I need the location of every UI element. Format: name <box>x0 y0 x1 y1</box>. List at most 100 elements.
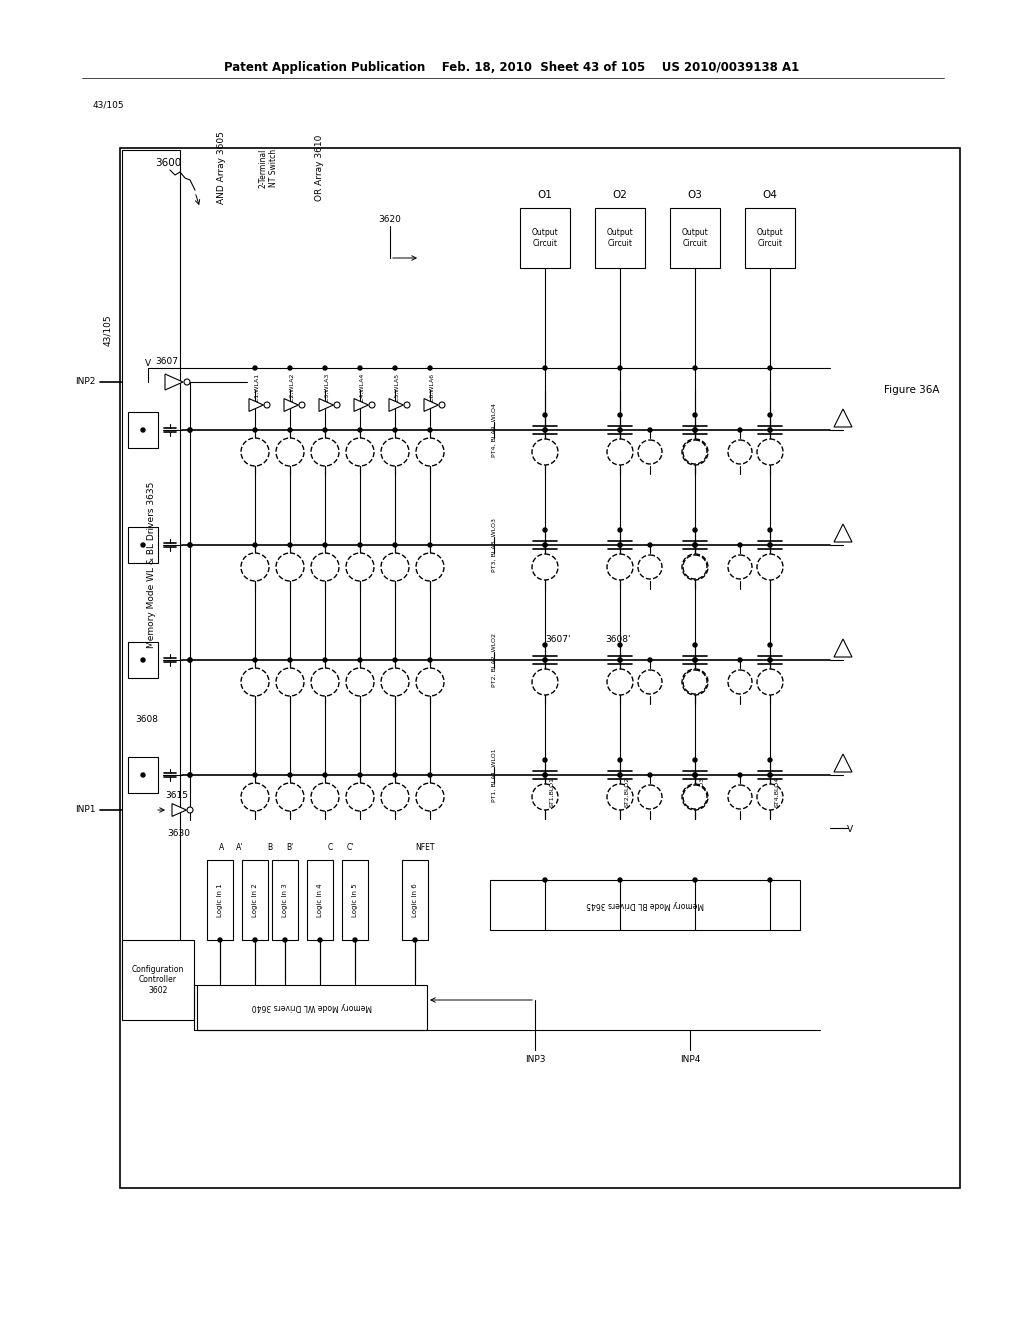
Circle shape <box>607 784 633 810</box>
Circle shape <box>638 440 662 465</box>
Bar <box>128 642 158 678</box>
Circle shape <box>369 403 375 408</box>
Circle shape <box>311 553 339 581</box>
Text: 43/105: 43/105 <box>103 314 113 346</box>
Text: B: B <box>267 842 272 851</box>
Circle shape <box>728 440 752 465</box>
Text: A': A' <box>237 842 244 851</box>
Circle shape <box>253 657 257 663</box>
Text: INP4: INP4 <box>680 1056 700 1064</box>
Circle shape <box>543 528 547 532</box>
Text: INP1: INP1 <box>76 805 96 814</box>
Polygon shape <box>319 399 334 412</box>
Circle shape <box>693 543 697 546</box>
Circle shape <box>543 657 547 663</box>
Text: AND Array 3605: AND Array 3605 <box>217 132 226 205</box>
Circle shape <box>346 668 374 696</box>
Text: ST1,BLO1: ST1,BLO1 <box>549 777 554 807</box>
Circle shape <box>276 438 304 466</box>
Text: 3607': 3607' <box>545 635 570 644</box>
Circle shape <box>648 657 652 663</box>
Circle shape <box>768 413 772 417</box>
Circle shape <box>693 643 697 647</box>
Bar <box>128 412 158 447</box>
Text: 3600: 3600 <box>155 158 181 168</box>
Circle shape <box>381 783 409 810</box>
Circle shape <box>693 366 697 370</box>
Circle shape <box>311 783 339 810</box>
Circle shape <box>381 553 409 581</box>
Circle shape <box>253 428 257 432</box>
Circle shape <box>532 440 558 465</box>
Circle shape <box>358 428 362 432</box>
Circle shape <box>241 438 269 466</box>
Circle shape <box>188 774 193 777</box>
Text: 3608': 3608' <box>605 635 631 644</box>
Circle shape <box>188 543 193 546</box>
Circle shape <box>757 554 783 579</box>
Circle shape <box>532 554 558 579</box>
Circle shape <box>543 643 547 647</box>
Bar <box>272 861 298 940</box>
Circle shape <box>218 939 222 942</box>
Text: ST2,BLO2: ST2,BLO2 <box>624 777 629 807</box>
Circle shape <box>693 428 697 432</box>
Text: Memory Mode WL & BL Drivers 3635: Memory Mode WL & BL Drivers 3635 <box>146 482 156 648</box>
Text: O3: O3 <box>687 190 702 201</box>
Circle shape <box>683 785 707 809</box>
Bar <box>197 985 427 1030</box>
Circle shape <box>768 657 772 663</box>
Text: C: C <box>328 842 333 851</box>
Circle shape <box>768 643 772 647</box>
Circle shape <box>543 428 547 432</box>
Polygon shape <box>284 399 298 412</box>
Bar <box>490 880 800 931</box>
Circle shape <box>693 543 697 546</box>
Circle shape <box>358 366 362 370</box>
Circle shape <box>638 554 662 579</box>
Polygon shape <box>172 804 186 816</box>
Circle shape <box>618 643 622 647</box>
Circle shape <box>768 878 772 882</box>
Circle shape <box>358 774 362 777</box>
Circle shape <box>428 774 432 777</box>
Circle shape <box>693 774 697 777</box>
Text: Logic In 2: Logic In 2 <box>252 883 258 917</box>
Circle shape <box>693 657 697 663</box>
Circle shape <box>323 428 327 432</box>
Circle shape <box>346 438 374 466</box>
Circle shape <box>768 758 772 762</box>
Text: 3620: 3620 <box>378 215 400 224</box>
Circle shape <box>768 543 772 546</box>
Circle shape <box>323 366 327 370</box>
Circle shape <box>253 366 257 370</box>
Circle shape <box>288 428 292 432</box>
Text: Figure 36A: Figure 36A <box>885 385 940 395</box>
Bar <box>122 940 194 1020</box>
Bar <box>520 209 570 268</box>
Bar <box>242 861 268 940</box>
Bar <box>595 209 645 268</box>
Circle shape <box>648 543 652 546</box>
Circle shape <box>543 774 547 777</box>
Circle shape <box>543 543 547 546</box>
Circle shape <box>276 553 304 581</box>
Circle shape <box>413 939 417 942</box>
Circle shape <box>768 774 772 777</box>
Circle shape <box>381 668 409 696</box>
Text: PT1, BLA1, WLO1: PT1, BLA1, WLO1 <box>492 748 497 801</box>
Circle shape <box>738 428 742 432</box>
Circle shape <box>543 758 547 762</box>
Circle shape <box>543 657 547 663</box>
Text: 3607: 3607 <box>155 358 178 367</box>
Circle shape <box>358 543 362 546</box>
Text: Logic In 4: Logic In 4 <box>317 883 323 917</box>
Circle shape <box>682 784 708 810</box>
Text: ST3,BLO3: ST3,BLO3 <box>699 777 705 807</box>
Text: 3615: 3615 <box>165 791 188 800</box>
Polygon shape <box>249 399 263 412</box>
Circle shape <box>693 878 697 882</box>
Polygon shape <box>424 399 438 412</box>
Circle shape <box>346 783 374 810</box>
Circle shape <box>693 413 697 417</box>
